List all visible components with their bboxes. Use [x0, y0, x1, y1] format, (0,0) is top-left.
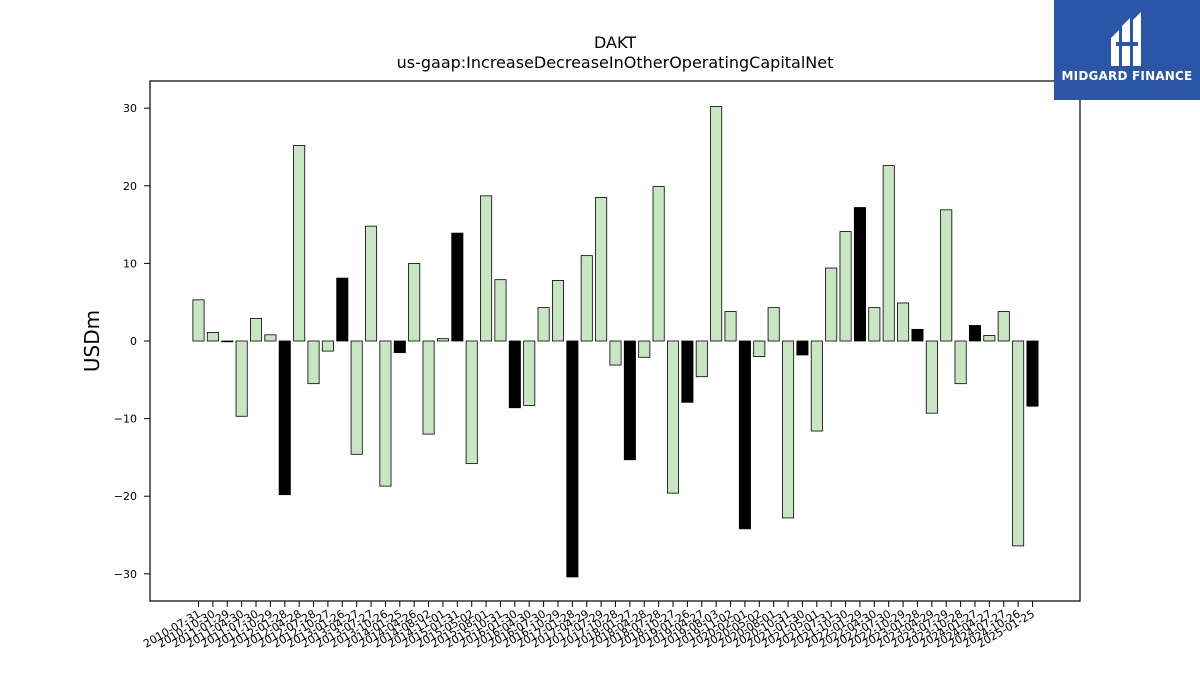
bar-2015-01-31 — [451, 232, 464, 342]
bar-2024-01-27 — [968, 325, 981, 342]
bars-group — [192, 106, 1039, 578]
bar-2022-07-30 — [882, 165, 895, 342]
bar-2019-08-03 — [710, 106, 723, 342]
bar-2013-04-27 — [350, 340, 363, 455]
bar-2010-07-31 — [192, 299, 205, 342]
bar-2024-04-27 — [983, 335, 996, 342]
bar-2014-11-01 — [436, 338, 449, 342]
bar-2017-10-28 — [609, 340, 622, 366]
bar-2019-11-02 — [724, 311, 737, 342]
y-axis-label: USDm — [80, 310, 104, 372]
bar-2014-08-02 — [422, 340, 435, 435]
bar-2012-04-28 — [293, 145, 306, 342]
y-axis: −30 −20 −10 0 10 20 30 — [114, 102, 150, 581]
bar-2015-05-02 — [465, 340, 478, 465]
bar-2016-01-30 — [508, 340, 521, 409]
bar-2020-08-01 — [767, 307, 780, 342]
bar-2023-01-28 — [911, 328, 924, 342]
y-tick-label: 10 — [123, 257, 137, 270]
bar-2014-01-25 — [393, 340, 406, 354]
bar-2015-08-01 — [480, 195, 493, 342]
bar-2011-01-29 — [221, 340, 234, 343]
bar-2023-04-29 — [925, 340, 938, 414]
bar-2025-01-25 — [1026, 340, 1039, 407]
y-tick-label: −20 — [114, 490, 137, 503]
bar-2017-04-29 — [580, 255, 593, 342]
bar-2018-10-27 — [667, 340, 680, 494]
y-tick-label: −30 — [114, 568, 137, 581]
bar-2012-07-28 — [307, 340, 320, 385]
y-tick-label: −10 — [114, 413, 137, 426]
bar-2013-07-27 — [365, 225, 378, 342]
bar-2011-04-30 — [235, 340, 248, 417]
bar-2018-01-27 — [623, 340, 636, 461]
bar-2013-01-26 — [336, 277, 349, 342]
x-axis: 2010-07-312010-10-302011-01-292011-04-30… — [141, 601, 1037, 651]
bar-2020-05-02 — [753, 340, 766, 357]
bar-2010-10-30 — [206, 332, 219, 342]
bar-2024-10-26 — [1012, 340, 1025, 547]
bar-2024-07-27 — [997, 311, 1010, 342]
bar-2021-05-01 — [810, 340, 823, 432]
bar-2022-04-30 — [868, 307, 881, 342]
bar-2023-10-28 — [954, 340, 967, 385]
bar-2020-02-01 — [738, 340, 751, 530]
chart-subtitle: us-gaap:IncreaseDecreaseInOtherOperating… — [397, 53, 834, 72]
bar-2020-10-31 — [782, 340, 795, 519]
plot-frame — [149, 80, 1081, 602]
midgard-logo-icon — [1111, 12, 1141, 66]
bar-2014-04-26 — [408, 262, 421, 342]
bar-2022-10-29 — [897, 302, 910, 342]
bar-2013-10-26 — [379, 340, 392, 487]
y-tick-label: 20 — [123, 180, 137, 193]
y-tick-label: 0 — [130, 335, 137, 348]
bar-2018-07-28 — [652, 186, 665, 342]
bar-2021-07-31 — [825, 267, 838, 342]
bar-2019-04-27 — [695, 340, 708, 378]
bar-2016-04-30 — [523, 340, 536, 406]
bar-2017-07-29 — [595, 197, 608, 342]
bar-2021-01-30 — [796, 340, 809, 356]
bar-2016-10-29 — [551, 280, 564, 342]
bar-2011-07-30 — [250, 318, 263, 342]
bar-2018-04-28 — [638, 340, 651, 358]
bar-2021-10-30 — [839, 231, 852, 342]
chart-title: DAKT — [594, 33, 636, 52]
bar-2019-01-26 — [681, 340, 694, 403]
bar-2011-10-29 — [264, 334, 277, 342]
bar-2022-01-29 — [853, 207, 866, 342]
bar-2016-07-30 — [537, 307, 550, 342]
y-tick-label: 30 — [123, 102, 137, 115]
bar-2012-01-28 — [278, 340, 291, 496]
bar-2012-10-27 — [321, 340, 334, 352]
bar-2017-01-28 — [566, 340, 579, 578]
bar-2015-10-31 — [494, 279, 507, 342]
midgard-finance-logo: MIDGARD FINANCE — [1054, 0, 1200, 100]
bar-2023-07-29 — [940, 209, 953, 342]
logo-text: MIDGARD FINANCE — [1061, 69, 1193, 83]
